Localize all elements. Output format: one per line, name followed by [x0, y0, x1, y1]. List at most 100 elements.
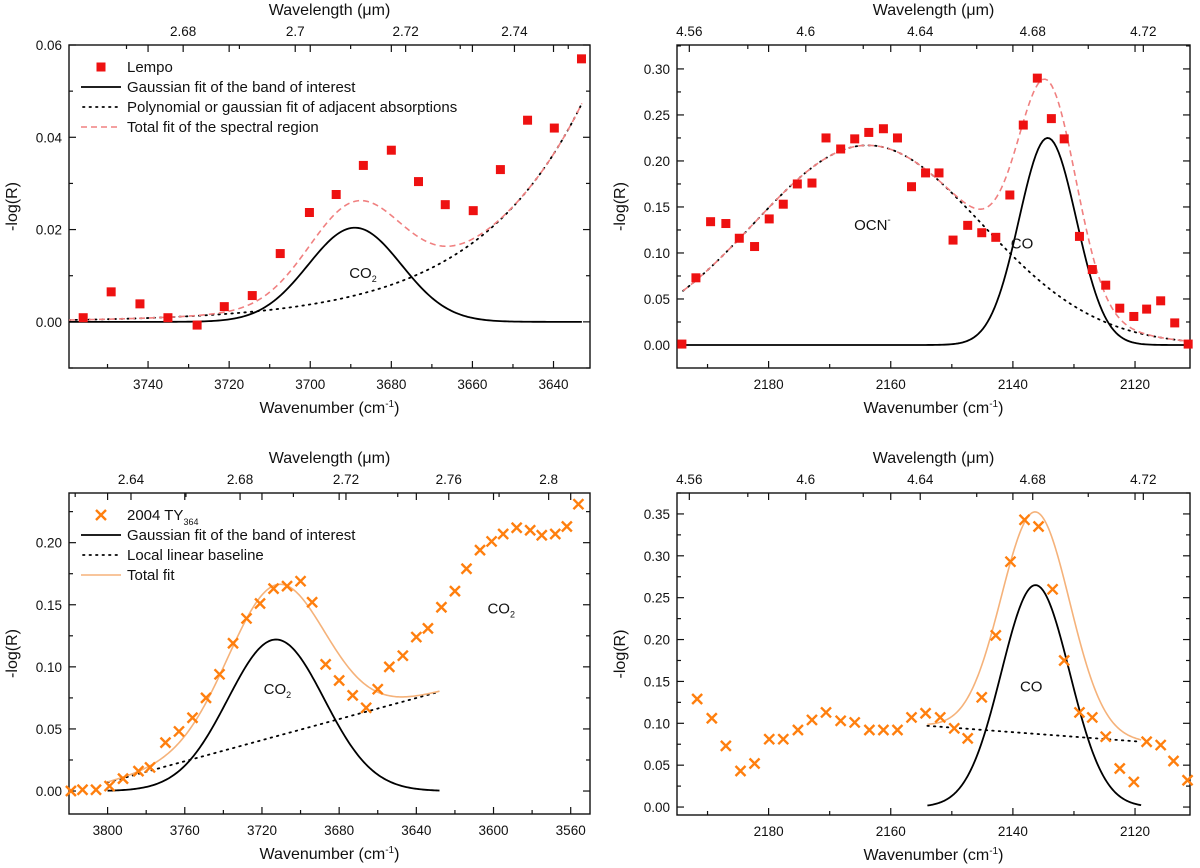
- data-point: [907, 182, 917, 192]
- y-tick-label: 0.20: [644, 633, 670, 648]
- data-point: [1115, 303, 1125, 313]
- data-point: [413, 177, 423, 187]
- data-point: [836, 144, 846, 154]
- legend-label: Total fit of the spectral region: [127, 119, 319, 136]
- y-tick-label: 0.05: [644, 292, 670, 307]
- data-point: [961, 732, 974, 745]
- y-tick-label: 0.30: [644, 62, 670, 77]
- data-point: [991, 232, 1001, 242]
- gaussian-fit-line: [107, 638, 440, 792]
- plot-frame: [68, 492, 591, 815]
- data-point: [523, 115, 533, 125]
- data-point: [1073, 706, 1086, 719]
- x-tick-label: 3560: [556, 823, 586, 838]
- data-point: [1181, 774, 1194, 787]
- data-point: [975, 691, 988, 704]
- x-axis-title: Wavenumber (cm-1): [260, 845, 400, 863]
- legend-label-text: Gaussian fit of the band of interest: [127, 79, 356, 96]
- data-point: [1099, 730, 1112, 743]
- legend-label-text: Local linear baseline: [127, 547, 264, 564]
- data-point: [1032, 520, 1045, 533]
- y-tick-label: 0.20: [36, 536, 62, 551]
- data-point: [891, 724, 904, 736]
- baseline-fit-line: [682, 144, 1188, 342]
- top-tick-label: 2.68: [227, 472, 253, 487]
- legend-item: Gaussian fit of the band of interest: [81, 79, 356, 96]
- data-point: [560, 520, 573, 533]
- x-axis-title-close: ): [998, 400, 1003, 417]
- y-tick-label: 0.10: [36, 660, 62, 675]
- y-tick-label: 0.05: [36, 722, 62, 737]
- data-point: [1046, 583, 1059, 596]
- data-point: [778, 199, 788, 209]
- data-point: [963, 220, 973, 230]
- data-point: [1074, 231, 1084, 241]
- data-point: [1140, 735, 1153, 748]
- data-point: [1167, 755, 1180, 767]
- annotation-subscript: 2: [510, 609, 515, 619]
- y-tick-label: 0.15: [36, 598, 62, 613]
- legend-marker: [95, 509, 107, 521]
- band-annotation: CO2: [487, 600, 515, 619]
- x-tick-label: 3600: [478, 823, 508, 838]
- data-point: [90, 783, 102, 796]
- data-point: [304, 207, 314, 217]
- chart-top-right: 2180 2160 2140 2120 0.00 0.05 0.10 0.15 0.20 0.25…: [612, 2, 1193, 417]
- data-point: [864, 127, 874, 137]
- data-point: [495, 165, 505, 175]
- data-point: [721, 219, 731, 229]
- data-point: [919, 707, 932, 720]
- data-point: [331, 190, 341, 200]
- data-point: [76, 783, 89, 796]
- legend-label-text: Total fit: [127, 567, 175, 584]
- x-axis-title-close: ): [394, 400, 399, 417]
- x-tick-label: 3800: [93, 823, 123, 838]
- data-point: [1087, 265, 1097, 275]
- data-point: [948, 722, 961, 735]
- data-point: [449, 585, 461, 597]
- data-point: [396, 649, 409, 662]
- x-axis-title-base: Wavenumber (cm: [260, 400, 386, 417]
- y-tick-label: 0.15: [644, 200, 670, 215]
- annotation-text: CO: [264, 681, 287, 698]
- data-point: [1086, 711, 1099, 724]
- x-axis-title-sup: -1: [989, 846, 998, 857]
- data-point: [468, 206, 478, 216]
- legend-label: Gaussian fit of the band of interest: [127, 527, 356, 544]
- top-tick-label: 2.68: [170, 24, 196, 39]
- data-point: [247, 291, 257, 301]
- data-point: [877, 724, 890, 736]
- data-point: [1059, 134, 1069, 144]
- data-point: [878, 124, 888, 134]
- y-tick-label: 0.10: [644, 716, 670, 731]
- legend-label: Lempo: [127, 59, 173, 76]
- legend-item: Gaussian fit of the band of interest: [81, 527, 356, 544]
- legend-item: Total fit: [81, 567, 175, 584]
- data-point: [267, 582, 280, 595]
- data-point: [213, 668, 226, 681]
- annotation-superscript: -: [887, 215, 890, 226]
- data-point: [848, 716, 861, 729]
- x-axis-title-close: ): [394, 846, 399, 863]
- x-axis-title: Wavenumber (cm-1): [864, 399, 1004, 417]
- total-fit-line: [927, 511, 1142, 741]
- annotation-text: CO: [1011, 235, 1034, 252]
- data-point: [905, 711, 918, 724]
- data-point: [200, 692, 212, 704]
- chart-top-left: 3740 3720 3700 3680 3660 3640 0.00 0.02 0.04 0.06…: [4, 2, 591, 417]
- data-point: [117, 772, 129, 785]
- gaussian-fit-line: [927, 584, 1142, 807]
- legend-label: 2004 TY364: [127, 507, 198, 527]
- data-point: [440, 200, 450, 210]
- data-point: [934, 711, 947, 724]
- data-point: [806, 714, 818, 726]
- data-point: [510, 521, 523, 534]
- legend-label: Total fit: [127, 567, 175, 584]
- y-axis-title: -log(R): [612, 182, 629, 231]
- x-tick-label: 2140: [998, 377, 1028, 392]
- x-axis-title-sup: -1: [385, 399, 394, 410]
- top-tick-label: 4.68: [1020, 24, 1046, 39]
- x-axis-title-base: Wavenumber (cm: [864, 847, 990, 864]
- legend-label-text: Gaussian fit of the band of interest: [127, 527, 356, 544]
